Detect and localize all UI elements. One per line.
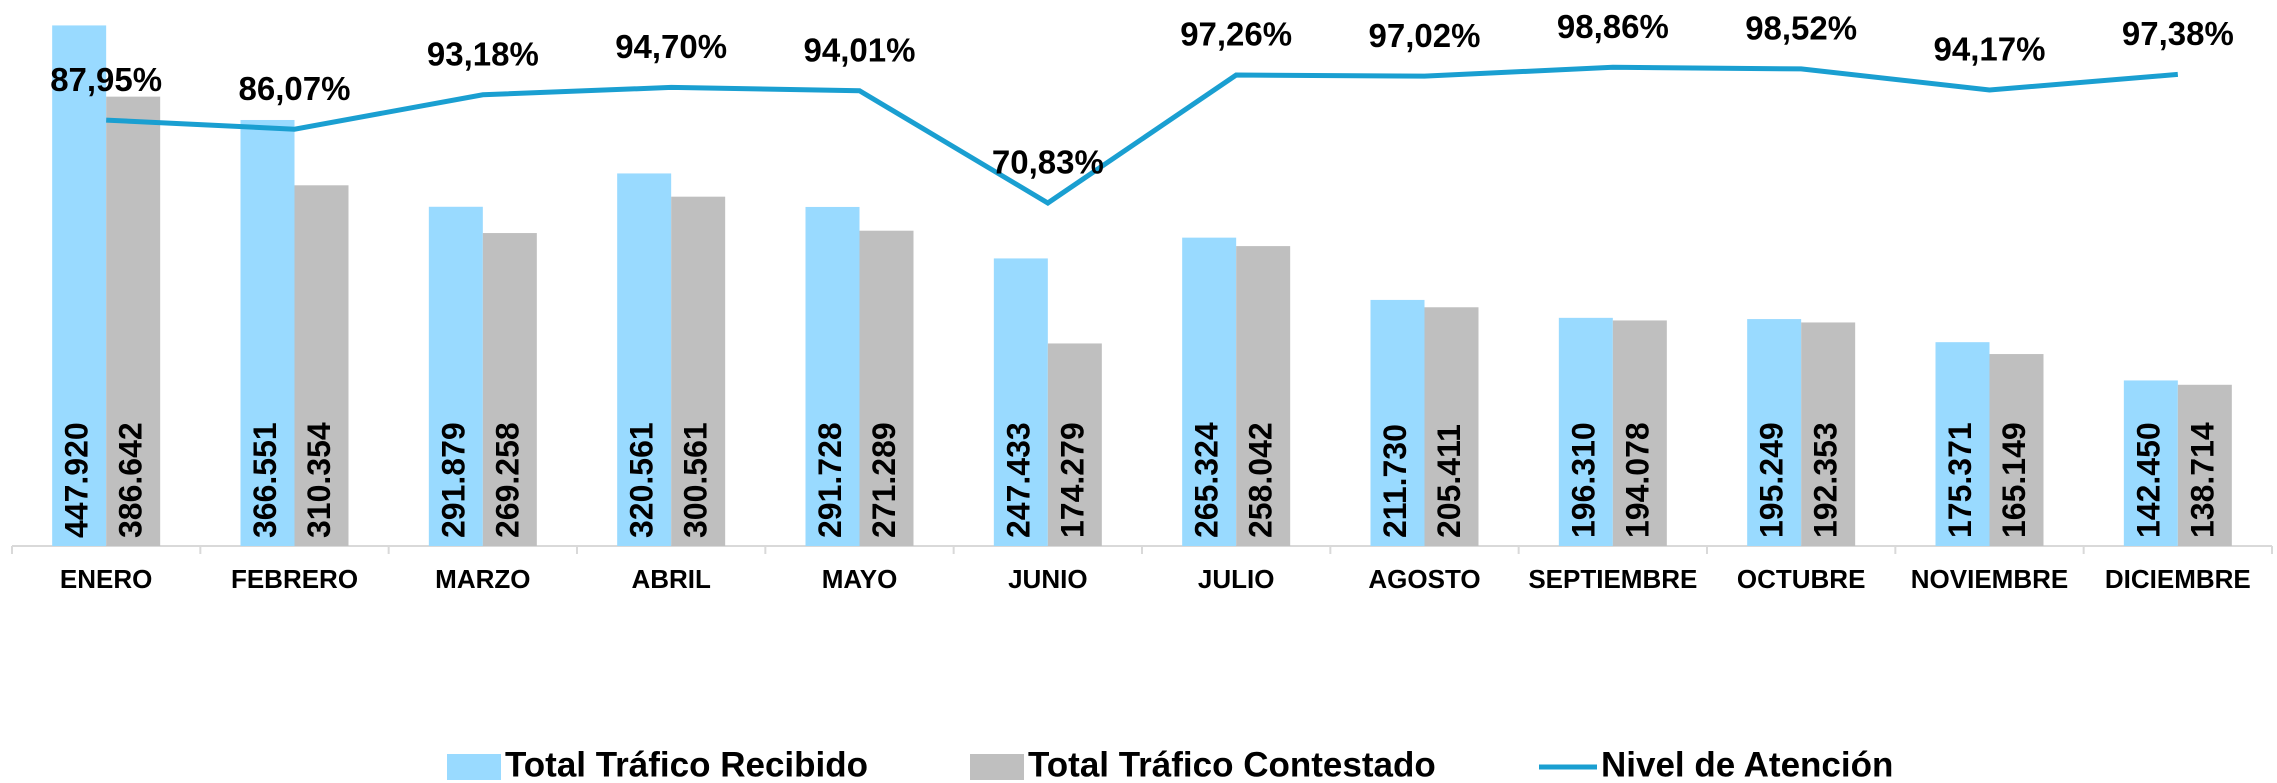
line-value-label: 94,01% (804, 31, 916, 68)
legend-label: Total Tráfico Contestado (1028, 745, 1436, 783)
bar (1558, 317, 1613, 546)
legend-swatch (970, 754, 1024, 780)
bar-value-label: 142.450 (2130, 422, 2166, 538)
bar-value-label: 271.289 (866, 422, 902, 538)
x-tick-label: SEPTIEMBRE (1528, 564, 1697, 594)
bar (106, 96, 161, 546)
bar-value-label: 174.279 (1054, 422, 1090, 538)
line-value-label: 97,02% (1369, 17, 1481, 54)
line-value-label: 94,17% (1934, 31, 2046, 68)
bar-value-label: 291.728 (812, 422, 848, 538)
line (106, 64, 2179, 206)
bar-value-label: 258.042 (1243, 422, 1279, 538)
bar (993, 258, 1048, 546)
bar (1236, 246, 1291, 547)
bar (805, 206, 860, 546)
bar (671, 196, 726, 546)
x-tick-label: FEBRERO (231, 564, 358, 594)
bar-value-label: 300.561 (678, 422, 714, 538)
bar-value-label: 386.642 (113, 422, 149, 538)
bar (1935, 342, 1990, 546)
x-tick-label: MAYO (822, 564, 898, 594)
bar (294, 185, 349, 546)
bar-value-label: 247.433 (1000, 422, 1036, 538)
bar-value-label: 175.371 (1942, 422, 1978, 538)
x-tick-label: NOVIEMBRE (1911, 564, 2068, 594)
bar-value-label: 138.714 (2184, 422, 2220, 538)
bar (1612, 320, 1667, 546)
x-tick-label: OCTUBRE (1737, 564, 1866, 594)
line-value-label: 98,52% (1745, 10, 1857, 47)
x-tick-label: JUNIO (1008, 564, 1087, 594)
bar (1989, 354, 2044, 546)
line-value-label: 97,38% (2122, 15, 2234, 52)
bar-value-label: 205.411 (1431, 424, 1467, 538)
x-tick-label: AGOSTO (1368, 564, 1480, 594)
line-value-label: 97,26% (1180, 16, 1292, 53)
bar (428, 206, 483, 547)
bar-value-label: 447.920 (59, 422, 95, 538)
bar (2177, 384, 2232, 546)
x-tick-label: ENERO (60, 564, 152, 594)
x-tick-label: MARZO (435, 564, 530, 594)
line-value-label: 70,83% (992, 144, 1104, 181)
bar (1801, 322, 1856, 546)
bar (859, 230, 914, 546)
bar (2123, 380, 2178, 546)
line-value-label: 94,70% (615, 28, 727, 65)
bar (240, 119, 295, 547)
legend-label: Total Tráfico Recibido (505, 745, 868, 783)
bar (1047, 343, 1102, 546)
bar (1182, 237, 1237, 546)
bar-value-label: 165.149 (1996, 422, 2032, 538)
bar-value-label: 194.078 (1619, 422, 1655, 538)
line-value-label: 93,18% (427, 35, 539, 72)
bar-value-label: 196.310 (1565, 422, 1601, 538)
bar-value-label: 265.324 (1189, 422, 1225, 538)
line-value-label: 87,95% (50, 61, 162, 98)
bar-value-label: 192.353 (1808, 422, 1844, 538)
bar-value-label: 320.561 (624, 422, 660, 538)
line-value-label: 98,86% (1557, 8, 1669, 45)
bar (617, 173, 672, 546)
bar-value-label: 211.730 (1377, 424, 1413, 538)
bar (482, 233, 537, 546)
bar (1747, 319, 1802, 546)
x-tick-label: DICIEMBRE (2105, 564, 2251, 594)
bar-value-label: 291.879 (435, 422, 471, 538)
bar-value-label: 195.249 (1754, 422, 1790, 538)
bar-value-label: 310.354 (301, 422, 337, 538)
bar (1424, 307, 1479, 546)
bar (1370, 299, 1425, 546)
bar-value-label: 366.551 (247, 422, 283, 538)
x-tick-label: ABRIL (631, 564, 711, 594)
bar-value-label: 269.258 (489, 422, 525, 538)
legend-label: Nivel de Atención (1601, 745, 1893, 783)
legend-swatch (447, 754, 501, 780)
line-value-label: 86,07% (239, 70, 351, 107)
x-tick-label: JULIO (1198, 564, 1275, 594)
bar (52, 25, 107, 547)
